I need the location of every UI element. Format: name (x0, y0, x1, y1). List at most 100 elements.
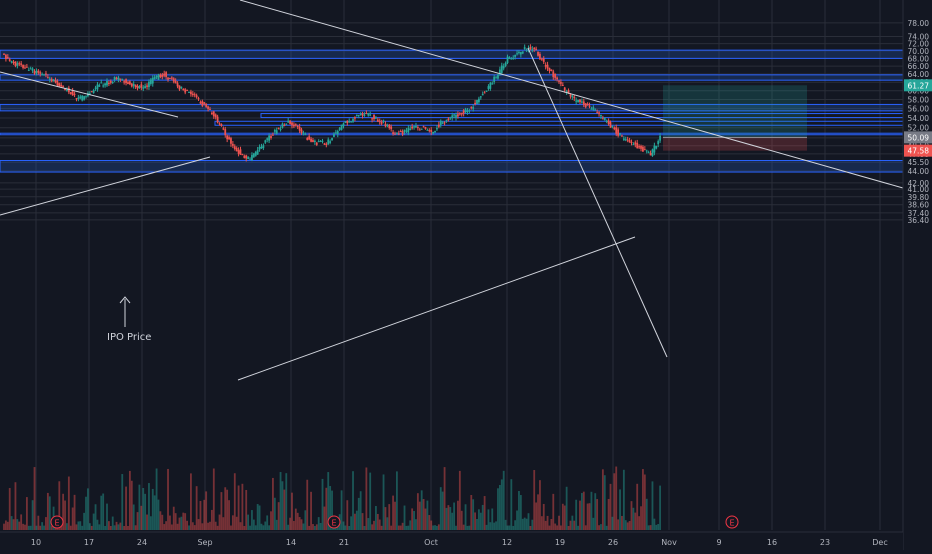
volume-bar (523, 517, 526, 530)
volume-bar (638, 516, 641, 530)
price-badge-label[interactable]: 47.58 (908, 147, 930, 156)
price-badge[interactable] (904, 131, 932, 144)
volume-bar (186, 520, 188, 530)
price-badge-label[interactable]: 61.27 (908, 81, 930, 90)
price-tick-label: 38.60 (908, 201, 930, 210)
ipo-price-annotation[interactable]: IPO Price (107, 332, 151, 343)
earnings-icon[interactable]: E (327, 515, 341, 529)
candle-body (146, 85, 148, 87)
candle-body (115, 77, 118, 79)
volume-bar (148, 483, 150, 530)
trendline[interactable] (239, 0, 904, 189)
earnings-circle[interactable] (50, 515, 64, 529)
earnings-label[interactable]: E (331, 519, 336, 528)
volume-bar (476, 519, 478, 530)
candle-body (302, 132, 305, 134)
volume-bar (71, 507, 74, 530)
volume-bar (163, 524, 166, 530)
volume-bar (409, 520, 412, 530)
earnings-circle[interactable] (725, 515, 739, 529)
price-badge[interactable] (904, 144, 932, 157)
volume-bar (331, 490, 333, 530)
candle-body (411, 126, 414, 129)
volume-bar (125, 486, 127, 530)
volume-bar (310, 491, 312, 530)
candle-body (35, 70, 38, 74)
volume-bar (493, 522, 496, 530)
price-badge-label[interactable]: 50.09 (908, 133, 930, 142)
volume-bar (43, 525, 45, 530)
profit-zone[interactable] (663, 85, 807, 138)
volume-bar (138, 484, 141, 530)
earnings-circle[interactable] (327, 515, 341, 529)
time-tick-label: 10 (31, 538, 41, 547)
price-tick-label: 66.00 (908, 62, 930, 71)
candle-body (256, 150, 259, 155)
annotations[interactable]: IPO Price (107, 296, 151, 343)
volume-bar (100, 495, 103, 530)
candle-body (537, 51, 539, 56)
time-tick-label: 17 (84, 538, 94, 547)
volume-bar (45, 517, 47, 530)
earnings-label[interactable]: E (54, 519, 59, 528)
volume-bar (628, 521, 631, 530)
earnings-icon[interactable]: E (50, 515, 64, 529)
trendline[interactable] (237, 236, 636, 381)
candle-body (579, 99, 581, 102)
candle-body (197, 98, 200, 100)
volume-bar (340, 490, 343, 530)
volume-bar (582, 491, 585, 530)
earnings-label[interactable]: E (729, 519, 734, 528)
candle-body (556, 77, 559, 80)
candle-body (560, 82, 562, 84)
candle-body (319, 140, 322, 142)
candle-body (634, 142, 637, 145)
price-axis[interactable]: 78.0074.0072.0070.0068.0066.0064.0062.00… (902, 0, 932, 550)
zone-rect[interactable] (0, 74, 904, 81)
candle-body (464, 109, 467, 113)
volume-bar (642, 469, 644, 530)
trendline[interactable] (0, 71, 179, 118)
candle-body (127, 82, 129, 84)
price-tick-label: 64.00 (908, 70, 930, 79)
trendline[interactable] (0, 156, 211, 216)
candle-body (546, 64, 549, 69)
candle-body (163, 73, 166, 76)
long-position-tool[interactable] (663, 85, 807, 151)
volume-bar (92, 513, 95, 530)
candle-body (357, 114, 360, 116)
trendlines[interactable] (0, 0, 904, 381)
time-tick-label: Sep (197, 538, 212, 547)
volume-bar (178, 517, 181, 530)
candle-body (571, 95, 574, 98)
volume-bar (365, 467, 368, 530)
price-badge[interactable] (904, 79, 932, 92)
stop-zone[interactable] (663, 137, 807, 151)
candle-body (523, 47, 526, 49)
ipo-arrow-head[interactable] (119, 296, 131, 304)
time-axis[interactable]: 10 17 24 Sep 14 21 Oct 12 19 26 Nov 9 16 23 Dec (0, 531, 903, 550)
time-tick-label: Nov (661, 538, 677, 547)
volume-bar (367, 518, 370, 530)
candle-body (483, 92, 486, 94)
candle-body (306, 138, 309, 140)
volume-bar (498, 484, 501, 530)
zone-rect[interactable] (0, 160, 904, 173)
volume-bar (313, 525, 316, 530)
volume-bar (281, 481, 284, 530)
candle-body (270, 136, 272, 138)
candle-body (428, 130, 431, 132)
candle-body (407, 128, 410, 133)
candle-body (92, 90, 95, 93)
volume-bar (485, 524, 488, 530)
time-tick-label: 19 (555, 538, 565, 547)
zone-rect[interactable] (0, 49, 904, 59)
earnings-icon[interactable]: E (725, 515, 739, 529)
candle-body (231, 143, 234, 146)
candle-body (107, 82, 110, 84)
candle-body (485, 90, 488, 92)
volume-bar (514, 520, 517, 530)
trendline[interactable] (527, 47, 668, 358)
